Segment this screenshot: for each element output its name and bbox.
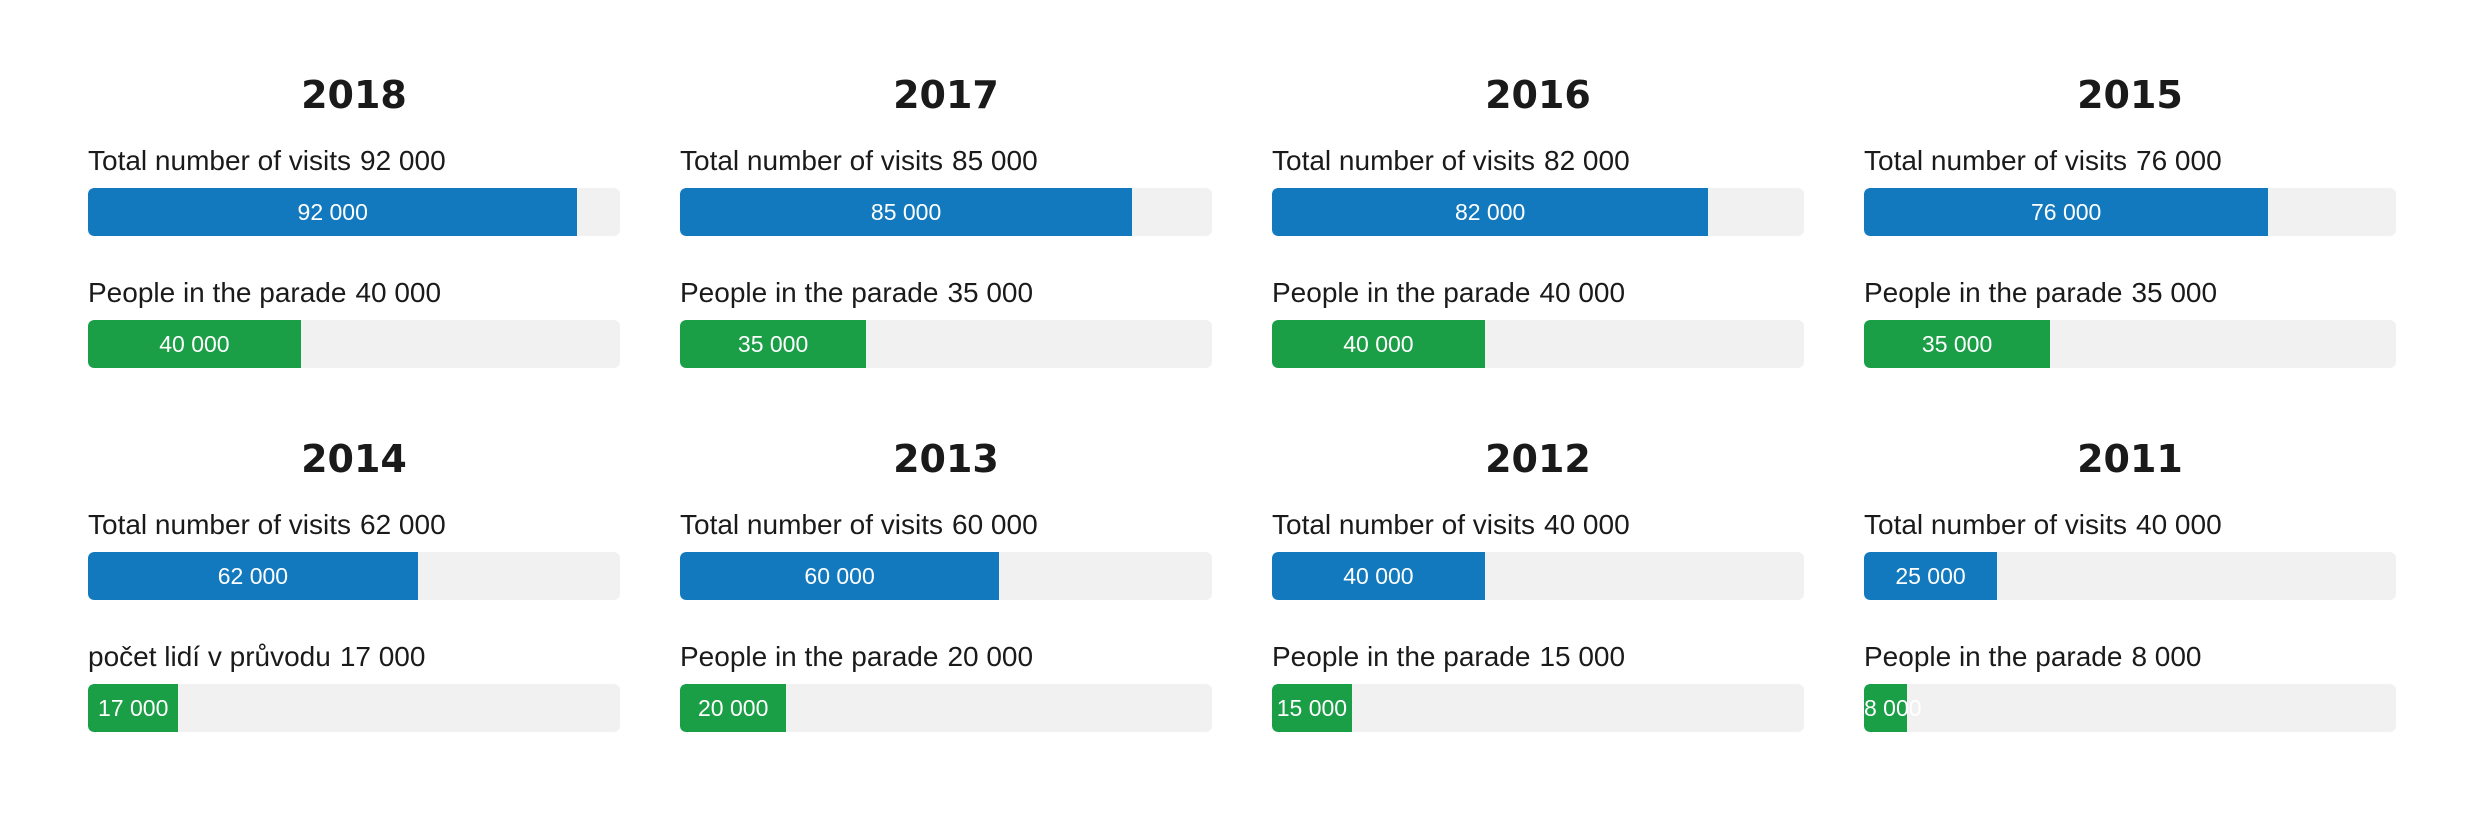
visits-bar: 60 000 xyxy=(680,552,1000,600)
parade-label-text: počet lidí v průvodu xyxy=(88,641,331,672)
year-heading: 2013 xyxy=(893,437,999,481)
parade-label: People in the parade 15 000 xyxy=(1272,640,1804,674)
visits-bar: 92 000 xyxy=(88,188,578,236)
parade-bar: 17 000 xyxy=(88,684,179,732)
visits-label-text: Total number of visits xyxy=(1272,509,1535,540)
visits-label-text: Total number of visits xyxy=(1864,145,2127,176)
visits-label: Total number of visits 82 000 xyxy=(1272,144,1804,178)
parade-label: People in the parade 20 000 xyxy=(680,640,1212,674)
visits-label: Total number of visits 76 000 xyxy=(1864,144,2396,178)
visits-label-text: Total number of visits xyxy=(1272,145,1535,176)
stats-grid: 2018 Total number of visits 92 000 92 000… xyxy=(88,62,2396,732)
year-heading: 2018 xyxy=(301,73,407,117)
parade-bar-track: 40 000 xyxy=(1272,320,1804,368)
visits-label-value: 40 000 xyxy=(2136,509,2222,540)
parade-bar: 40 000 xyxy=(88,320,301,368)
visits-label: Total number of visits 92 000 xyxy=(88,144,620,178)
visits-label-value: 60 000 xyxy=(952,509,1038,540)
parade-label-value: 8 000 xyxy=(2131,641,2202,672)
visits-label-value: 62 000 xyxy=(360,509,446,540)
year-panel-2018: 2018 Total number of visits 92 000 92 000… xyxy=(88,62,620,368)
visits-bar: 40 000 xyxy=(1272,552,1485,600)
visits-bar-track: 40 000 xyxy=(1272,552,1804,600)
year-panel-2015: 2015 Total number of visits 76 000 76 000… xyxy=(1864,62,2396,368)
visits-bar: 82 000 xyxy=(1272,188,1709,236)
visits-label: Total number of visits 40 000 xyxy=(1864,508,2396,542)
visits-label: Total number of visits 62 000 xyxy=(88,508,620,542)
parade-label: People in the parade 35 000 xyxy=(1864,276,2396,310)
parade-label-value: 17 000 xyxy=(339,641,426,672)
visits-label-text: Total number of visits xyxy=(680,509,943,540)
visits-label-value: 40 000 xyxy=(1544,509,1630,540)
visits-label-value: 92 000 xyxy=(360,145,446,176)
parade-label: People in the parade 40 000 xyxy=(1272,276,1804,310)
year-heading: 2015 xyxy=(2077,73,2183,117)
visits-label-text: Total number of visits xyxy=(680,145,943,176)
parade-label-text: People in the parade xyxy=(1864,641,2123,672)
visits-label: Total number of visits 40 000 xyxy=(1272,508,1804,542)
parade-label: People in the parade 35 000 xyxy=(680,276,1212,310)
visits-label-text: Total number of visits xyxy=(88,145,351,176)
parade-bar: 35 000 xyxy=(680,320,867,368)
visits-label-value: 76 000 xyxy=(2136,145,2222,176)
visits-bar-track: 62 000 xyxy=(88,552,620,600)
visits-bar-track: 60 000 xyxy=(680,552,1212,600)
parade-label-text: People in the parade xyxy=(1864,277,2123,308)
visits-bar: 62 000 xyxy=(88,552,418,600)
parade-bar: 40 000 xyxy=(1272,320,1485,368)
parade-bar-track: 20 000 xyxy=(680,684,1212,732)
parade-bar: 35 000 xyxy=(1864,320,2051,368)
visits-bar: 76 000 xyxy=(1864,188,2269,236)
visits-bar-track: 85 000 xyxy=(680,188,1212,236)
parade-bar-track: 35 000 xyxy=(680,320,1212,368)
visits-label-value: 85 000 xyxy=(952,145,1038,176)
visits-bar-track: 92 000 xyxy=(88,188,620,236)
parade-label-text: People in the parade xyxy=(1272,641,1531,672)
year-heading: 2012 xyxy=(1485,437,1591,481)
parade-bar-track: 15 000 xyxy=(1272,684,1804,732)
parade-bar: 15 000 xyxy=(1272,684,1352,732)
visits-bar: 25 000 xyxy=(1864,552,1997,600)
year-panel-2014: 2014 Total number of visits 62 000 62 000… xyxy=(88,426,620,732)
visits-bar-track: 76 000 xyxy=(1864,188,2396,236)
parade-label-text: People in the parade xyxy=(88,277,347,308)
parade-label: počet lidí v průvodu 17 000 xyxy=(88,640,620,674)
parade-label-value: 15 000 xyxy=(1539,641,1626,672)
visits-label: Total number of visits 85 000 xyxy=(680,144,1212,178)
visits-bar: 85 000 xyxy=(680,188,1133,236)
visits-bar-track: 25 000 xyxy=(1864,552,2396,600)
visits-label: Total number of visits 60 000 xyxy=(680,508,1212,542)
year-panel-2016: 2016 Total number of visits 82 000 82 000… xyxy=(1272,62,1804,368)
parade-label-value: 40 000 xyxy=(355,277,442,308)
year-heading: 2011 xyxy=(2077,437,2183,481)
parade-bar: 8 000 xyxy=(1864,684,1922,732)
year-heading: 2014 xyxy=(301,437,407,481)
parade-label-value: 40 000 xyxy=(1539,277,1626,308)
parade-bar-track: 35 000 xyxy=(1864,320,2396,368)
parade-label-value: 20 000 xyxy=(947,641,1034,672)
year-heading: 2016 xyxy=(1485,73,1591,117)
parade-bar-track: 40 000 xyxy=(88,320,620,368)
parade-label-value: 35 000 xyxy=(947,277,1034,308)
visits-label-text: Total number of visits xyxy=(88,509,351,540)
parade-label-text: People in the parade xyxy=(680,277,939,308)
visits-label-value: 82 000 xyxy=(1544,145,1630,176)
parade-label-text: People in the parade xyxy=(1272,277,1531,308)
year-panel-2017: 2017 Total number of visits 85 000 85 000… xyxy=(680,62,1212,368)
parade-label: People in the parade 8 000 xyxy=(1864,640,2396,674)
year-panel-2013: 2013 Total number of visits 60 000 60 000… xyxy=(680,426,1212,732)
year-panel-2011: 2011 Total number of visits 40 000 25 000… xyxy=(1864,426,2396,732)
parade-bar: 20 000 xyxy=(680,684,787,732)
parade-label-text: People in the parade xyxy=(680,641,939,672)
year-heading: 2017 xyxy=(893,73,999,117)
parade-label-value: 35 000 xyxy=(2131,277,2218,308)
visits-label-text: Total number of visits xyxy=(1864,509,2127,540)
parade-label: People in the parade 40 000 xyxy=(88,276,620,310)
year-panel-2012: 2012 Total number of visits 40 000 40 000… xyxy=(1272,426,1804,732)
parade-bar-track: 17 000 xyxy=(88,684,620,732)
parade-bar-track: 8 000 xyxy=(1864,684,2396,732)
visits-bar-track: 82 000 xyxy=(1272,188,1804,236)
